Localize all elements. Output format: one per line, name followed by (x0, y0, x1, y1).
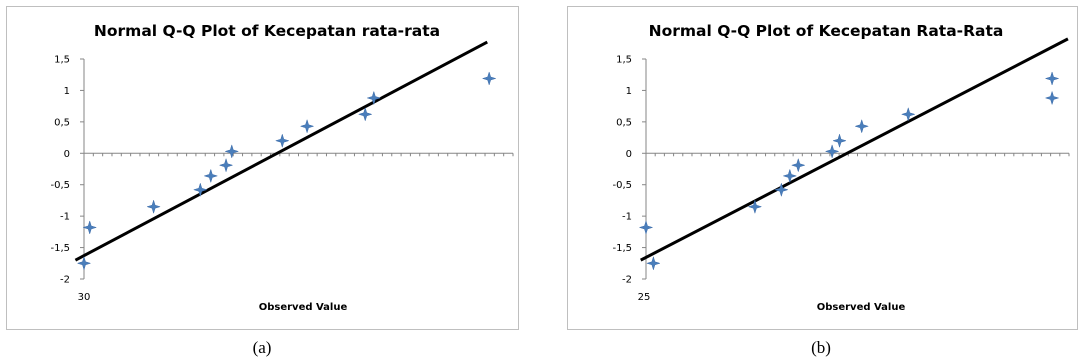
data-point (299, 118, 315, 134)
y-tick-label: -1 (60, 212, 70, 223)
y-tick-label: 1 (64, 86, 70, 97)
data-point (366, 90, 382, 106)
data-point (824, 144, 840, 159)
data-point (1044, 90, 1060, 106)
data-point (224, 144, 240, 159)
data-point (76, 255, 92, 271)
y-tick-label: 0,5 (616, 117, 632, 128)
data-point (900, 106, 916, 122)
x-tick-label: 30 (78, 292, 91, 303)
chart-title: Normal Q-Q Plot of Kecepatan rata-rata (94, 22, 440, 40)
data-point (790, 157, 806, 173)
chart-caption: (a) (252, 338, 272, 357)
data-point (638, 220, 654, 235)
data-point (274, 133, 290, 149)
data-point (782, 168, 798, 184)
data-point (218, 157, 234, 173)
y-tick-label: 1,5 (616, 55, 632, 66)
y-tick-label: 0,5 (54, 117, 70, 128)
reference-line (74, 40, 488, 262)
y-tick-label: -0,5 (612, 180, 632, 191)
y-tick-label: 1 (626, 86, 632, 97)
data-point (774, 182, 789, 198)
data-point (82, 220, 98, 235)
y-tick-label: 0 (64, 149, 70, 160)
chart-caption: (b) (811, 338, 831, 357)
y-tick-label: -2 (622, 275, 632, 286)
data-point (192, 182, 208, 198)
y-tick-label: 1,5 (54, 55, 70, 66)
y-tick-label: -1,5 (612, 243, 632, 254)
chart-frame (6, 6, 519, 330)
chart-frame (567, 6, 1078, 330)
y-tick-label: -1,5 (50, 243, 70, 254)
data-point (646, 255, 661, 271)
y-tick-label: 0 (626, 149, 632, 160)
data-point (747, 199, 763, 215)
reference-line (640, 37, 1069, 262)
data-point (146, 199, 161, 215)
x-axis-title: Observed Value (259, 302, 348, 313)
data-point (1044, 71, 1060, 86)
x-axis-title: Observed Value (817, 302, 906, 313)
y-tick-label: -2 (60, 275, 70, 286)
x-tick-label: 25 (638, 292, 651, 303)
data-point (481, 71, 497, 86)
data-point (203, 168, 219, 184)
data-point (357, 106, 373, 122)
y-tick-label: -1 (622, 212, 632, 223)
data-point (854, 118, 870, 134)
data-point (832, 133, 847, 149)
y-tick-label: -0,5 (50, 180, 70, 191)
chart-title: Normal Q-Q Plot of Kecepatan Rata-Rata (649, 22, 1004, 40)
